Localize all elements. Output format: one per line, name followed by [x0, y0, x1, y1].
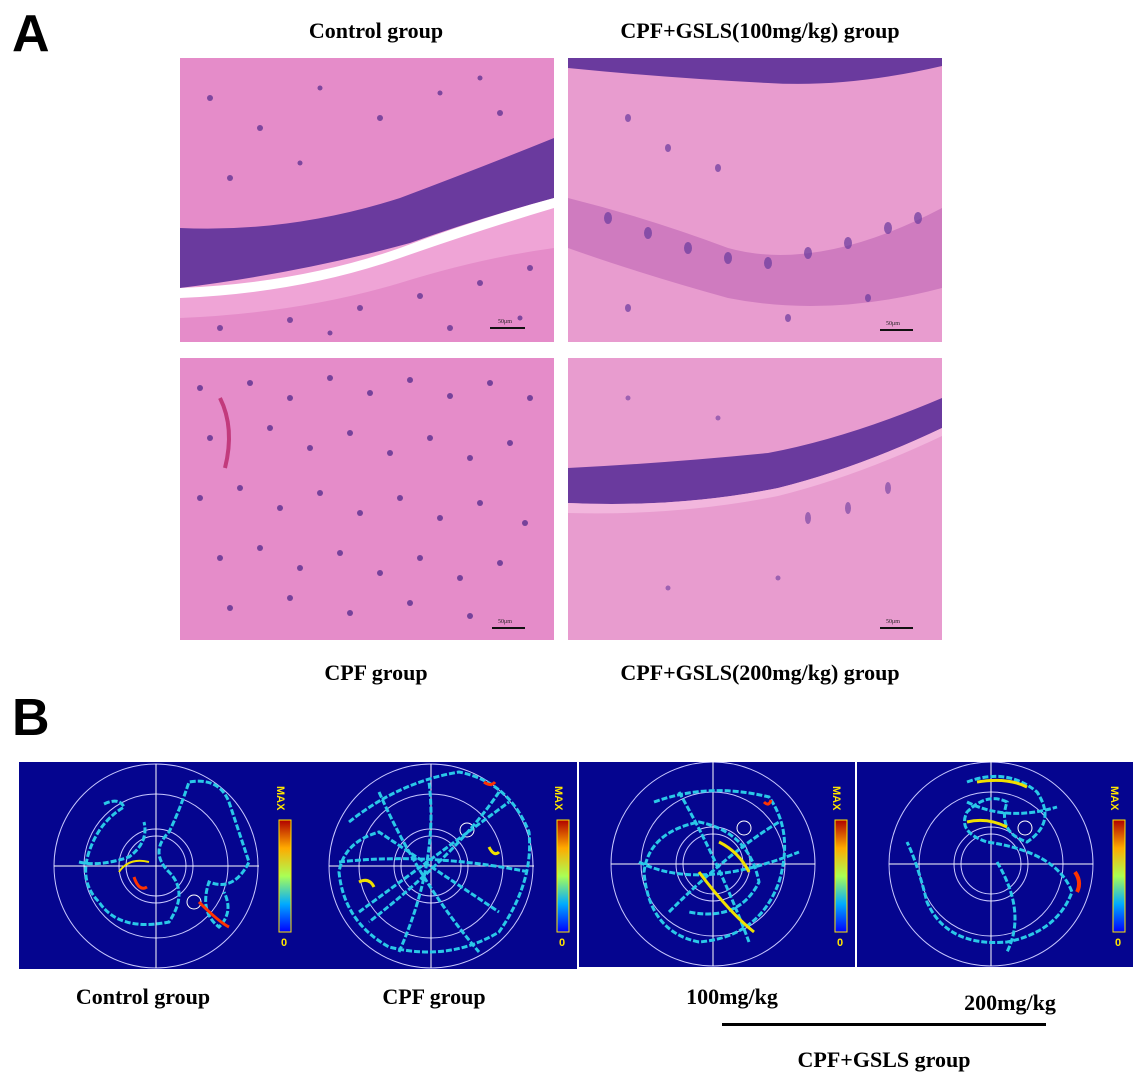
swim-path-cpf: MAX 0: [299, 762, 577, 969]
bracket-line: [722, 1023, 1046, 1026]
caption-cpf-group-a: CPF group: [324, 660, 428, 685]
caption-dose-200: 200mg/kg: [964, 990, 1056, 1015]
caption-control-group-a: Control group: [308, 18, 444, 43]
caption-control-group-b: Control group: [75, 984, 211, 1009]
histology-cpf: 50μm: [180, 358, 554, 640]
caption-gsls200-group-a: CPF+GSLS(200mg/kg) group: [620, 660, 900, 685]
colorbar-max-label-2: MAX: [552, 786, 564, 811]
panel-b-letter: B: [12, 689, 50, 747]
swim-path-gsls100: MAX 0: [579, 762, 855, 967]
scalebar-text-gsls100: 50μm: [886, 321, 900, 327]
caption-cpf-group-b: CPF group: [382, 984, 486, 1009]
histology-gsls200: 50μm: [568, 358, 942, 640]
scalebar-text-control: 50μm: [498, 319, 512, 325]
caption-dose-100: 100mg/kg: [686, 984, 778, 1009]
colorbar-max-label-4: MAX: [1108, 786, 1120, 811]
histology-gsls100: 50μm: [568, 58, 942, 342]
colorbar-min-label-2: 0: [559, 937, 565, 949]
colorbar-min-label-1: 0: [281, 937, 287, 949]
caption-gsls100-group-a: CPF+GSLS(100mg/kg) group: [620, 18, 900, 43]
caption-cpf-gsls-group: CPF+GSLS group: [797, 1047, 971, 1072]
panel-a-letter: A: [12, 5, 50, 63]
scalebar-text-gsls200: 50μm: [886, 619, 900, 625]
swim-path-gsls200: MAX 0: [857, 762, 1133, 967]
scalebar-text-cpf: 50μm: [498, 619, 512, 625]
histology-control: 50μm: [180, 58, 554, 342]
colorbar-max-label-3: MAX: [830, 786, 842, 811]
colorbar-max-label-1: MAX: [274, 786, 286, 811]
colorbar-min-label-3: 0: [837, 937, 843, 949]
swim-path-control: MAX 0: [19, 762, 299, 969]
colorbar-min-label-4: 0: [1115, 937, 1121, 949]
